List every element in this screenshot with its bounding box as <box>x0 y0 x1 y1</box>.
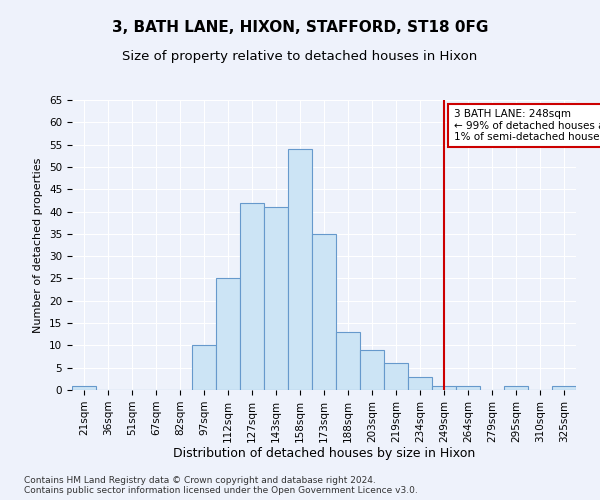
Bar <box>384 363 408 390</box>
Text: Size of property relative to detached houses in Hixon: Size of property relative to detached ho… <box>122 50 478 63</box>
Bar <box>264 207 288 390</box>
X-axis label: Distribution of detached houses by size in Hixon: Distribution of detached houses by size … <box>173 448 475 460</box>
Y-axis label: Number of detached properties: Number of detached properties <box>34 158 43 332</box>
Text: 3, BATH LANE, HIXON, STAFFORD, ST18 0FG: 3, BATH LANE, HIXON, STAFFORD, ST18 0FG <box>112 20 488 35</box>
Bar <box>288 149 312 390</box>
Bar <box>216 278 240 390</box>
Bar <box>240 202 264 390</box>
Bar <box>456 386 480 390</box>
Bar <box>192 346 216 390</box>
Bar <box>360 350 384 390</box>
Bar <box>336 332 360 390</box>
Text: Contains HM Land Registry data © Crown copyright and database right 2024.
Contai: Contains HM Land Registry data © Crown c… <box>24 476 418 495</box>
Bar <box>504 386 528 390</box>
Bar <box>312 234 336 390</box>
Text: 3 BATH LANE: 248sqm
← 99% of detached houses are smaller (240)
1% of semi-detach: 3 BATH LANE: 248sqm ← 99% of detached ho… <box>454 109 600 142</box>
Bar <box>72 386 96 390</box>
Bar <box>408 376 432 390</box>
Bar <box>432 386 456 390</box>
Bar <box>552 386 576 390</box>
